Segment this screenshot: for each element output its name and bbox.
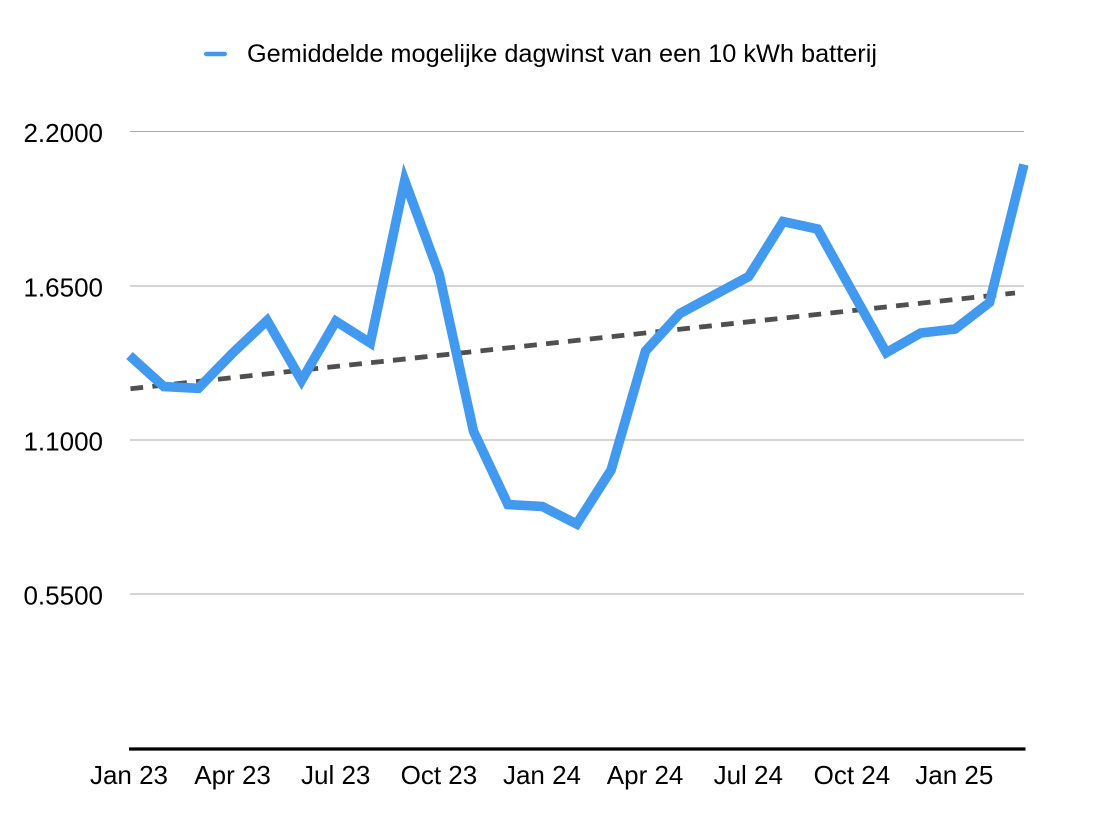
svg-text:Apr 24: Apr 24	[607, 760, 684, 790]
svg-text:Gemiddelde mogelijke dagwinst: Gemiddelde mogelijke dagwinst van een 10…	[247, 40, 877, 68]
svg-text:Jan 25: Jan 25	[915, 760, 993, 790]
svg-text:0.5500: 0.5500	[23, 581, 103, 611]
svg-text:Jul 24: Jul 24	[714, 760, 783, 790]
svg-text:1.6500: 1.6500	[23, 273, 103, 303]
svg-text:Oct 24: Oct 24	[814, 760, 891, 790]
svg-text:Oct 23: Oct 23	[401, 760, 478, 790]
svg-text:Jan 23: Jan 23	[90, 760, 168, 790]
svg-text:1.1000: 1.1000	[23, 427, 103, 457]
svg-text:Jan 24: Jan 24	[503, 760, 581, 790]
svg-text:Jul 23: Jul 23	[301, 760, 370, 790]
svg-text:2.2000: 2.2000	[23, 118, 103, 148]
svg-text:Apr 23: Apr 23	[194, 760, 271, 790]
